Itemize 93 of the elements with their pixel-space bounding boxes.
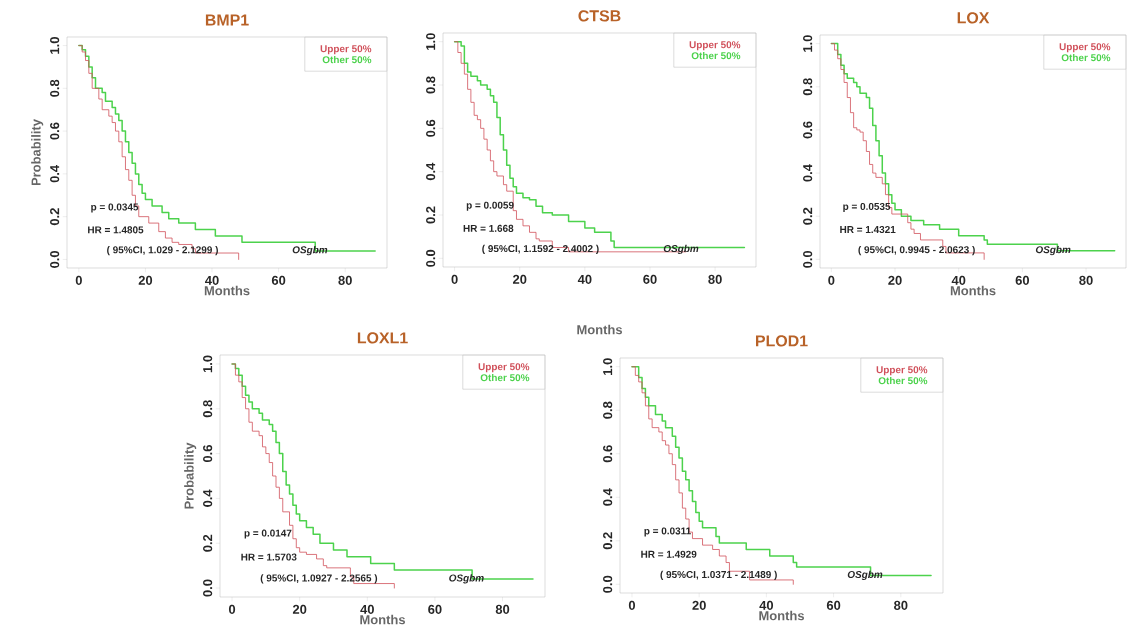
- y-tick-label: 0.4: [603, 488, 613, 506]
- annotation: HR = 1.4321: [840, 226, 896, 234]
- y-tick-label: 0.4: [50, 164, 60, 183]
- x-tick-label: 40: [360, 604, 374, 614]
- x-axis-title: Months: [577, 324, 622, 335]
- x-tick-label: 0: [628, 600, 636, 610]
- y-tick-label: 0.8: [50, 79, 60, 97]
- y-tick-label: 0.8: [603, 401, 613, 419]
- x-axis-title: Months: [204, 285, 250, 296]
- x-tick-label: 60: [1015, 275, 1030, 285]
- annotation: HR = 1.4929: [641, 550, 697, 558]
- x-tick-label: 40: [759, 600, 774, 610]
- y-tick-label: 0.0: [426, 249, 436, 267]
- y-tick-label: 1.0: [603, 358, 613, 375]
- y-tick-label: 0.2: [203, 534, 213, 552]
- y-tick-label: 0.0: [803, 250, 813, 268]
- y-tick-label: 0.4: [203, 489, 213, 507]
- y-tick-label: 1.0: [803, 35, 813, 52]
- annotation: OSgbm: [292, 246, 328, 256]
- y-axis-title: Probability: [31, 119, 44, 186]
- y-tick-label: 0.0: [50, 250, 60, 268]
- x-axis-title: Months: [360, 614, 405, 625]
- y-tick-label: 0.4: [803, 164, 813, 182]
- text: Other 50%: [691, 51, 741, 60]
- y-axis-title: Probability: [184, 442, 197, 509]
- x-tick-label: 0: [451, 274, 458, 284]
- x-tick-label: 80: [894, 600, 908, 610]
- text: Other 50%: [480, 373, 530, 382]
- y-tick-label: 0.6: [603, 445, 613, 463]
- y-tick-label: 0.0: [203, 579, 213, 597]
- x-tick-label: 60: [428, 604, 442, 614]
- chart-title: BMP1: [205, 14, 249, 26]
- y-tick-label: 0.4: [426, 162, 436, 181]
- x-axis-title: Months: [950, 285, 996, 296]
- y-tick-label: 1.0: [50, 37, 60, 54]
- y-tick-label: 0.8: [803, 78, 813, 96]
- y-tick-label: 0.2: [426, 206, 436, 224]
- y-tick-label: 0.0: [603, 575, 613, 593]
- y-tick-label: 0.2: [50, 208, 60, 226]
- chart-title: LOXL1: [357, 332, 408, 344]
- text: Upper 50%: [876, 366, 928, 376]
- annotation: OSgbm: [1035, 245, 1071, 256]
- annotation: OSgbm: [449, 574, 484, 584]
- x-tick-label: 20: [138, 275, 153, 285]
- annotation: OSgbm: [847, 570, 883, 581]
- annotation: p = 0.0311: [644, 527, 691, 537]
- text: Upper 50%: [320, 45, 372, 55]
- x-tick-label: 80: [708, 274, 722, 284]
- chart-title: LOX: [957, 12, 990, 24]
- annotation: HR = 1.668: [463, 224, 514, 232]
- x-tick-label: 40: [951, 275, 966, 285]
- y-tick-label: 0.6: [50, 122, 60, 140]
- x-tick-label: 20: [292, 604, 307, 614]
- y-tick-label: 0.2: [803, 207, 813, 225]
- chart-title: CTSB: [578, 10, 621, 22]
- x-tick-label: 80: [1079, 275, 1093, 285]
- annotation: p = 0.0535: [843, 202, 891, 212]
- annotation: ( 95%CI, 1.0927 - 2.2565 ): [260, 574, 378, 584]
- x-tick-label: 0: [228, 604, 236, 614]
- y-tick-label: 0.6: [203, 445, 213, 463]
- annotation: HR = 1.5703: [241, 553, 297, 561]
- text: Upper 50%: [478, 363, 530, 373]
- y-tick-label: 1.0: [426, 33, 436, 50]
- x-tick-label: 20: [512, 274, 527, 284]
- y-tick-label: 0.2: [603, 532, 613, 550]
- y-tick-label: 0.8: [426, 76, 436, 94]
- x-tick-label: 80: [495, 604, 510, 614]
- chart-title: PLOD1: [756, 335, 808, 347]
- annotation: p = 0.0059: [466, 201, 514, 211]
- x-tick-label: 0: [75, 275, 82, 285]
- x-tick-label: 0: [828, 275, 835, 285]
- text: Upper 50%: [1059, 43, 1111, 53]
- x-tick-label: 40: [205, 275, 219, 285]
- y-tick-label: 0.6: [426, 119, 436, 137]
- x-tick-label: 80: [338, 275, 352, 285]
- x-axis-title: Months: [759, 610, 804, 621]
- x-tick-label: 20: [888, 275, 902, 285]
- annotation: p = 0.0345: [91, 203, 139, 213]
- x-tick-label: 20: [692, 600, 706, 610]
- text: Upper 50%: [689, 41, 741, 51]
- text: Other 50%: [878, 376, 928, 385]
- x-tick-label: 40: [577, 274, 592, 284]
- annotation: HR = 1.4805: [88, 226, 144, 234]
- y-tick-label: 0.8: [203, 400, 213, 418]
- text: Other 50%: [322, 55, 372, 64]
- annotation: ( 95%CI, 0.9945 - 2.0623 ): [858, 245, 975, 256]
- text: Other 50%: [1061, 53, 1111, 62]
- x-tick-label: 60: [643, 274, 657, 284]
- y-tick-label: 1.0: [203, 355, 213, 373]
- annotation: p = 0.0147: [244, 529, 292, 539]
- x-tick-label: 60: [271, 275, 286, 285]
- y-tick-label: 0.6: [803, 121, 813, 139]
- x-tick-label: 60: [826, 600, 841, 610]
